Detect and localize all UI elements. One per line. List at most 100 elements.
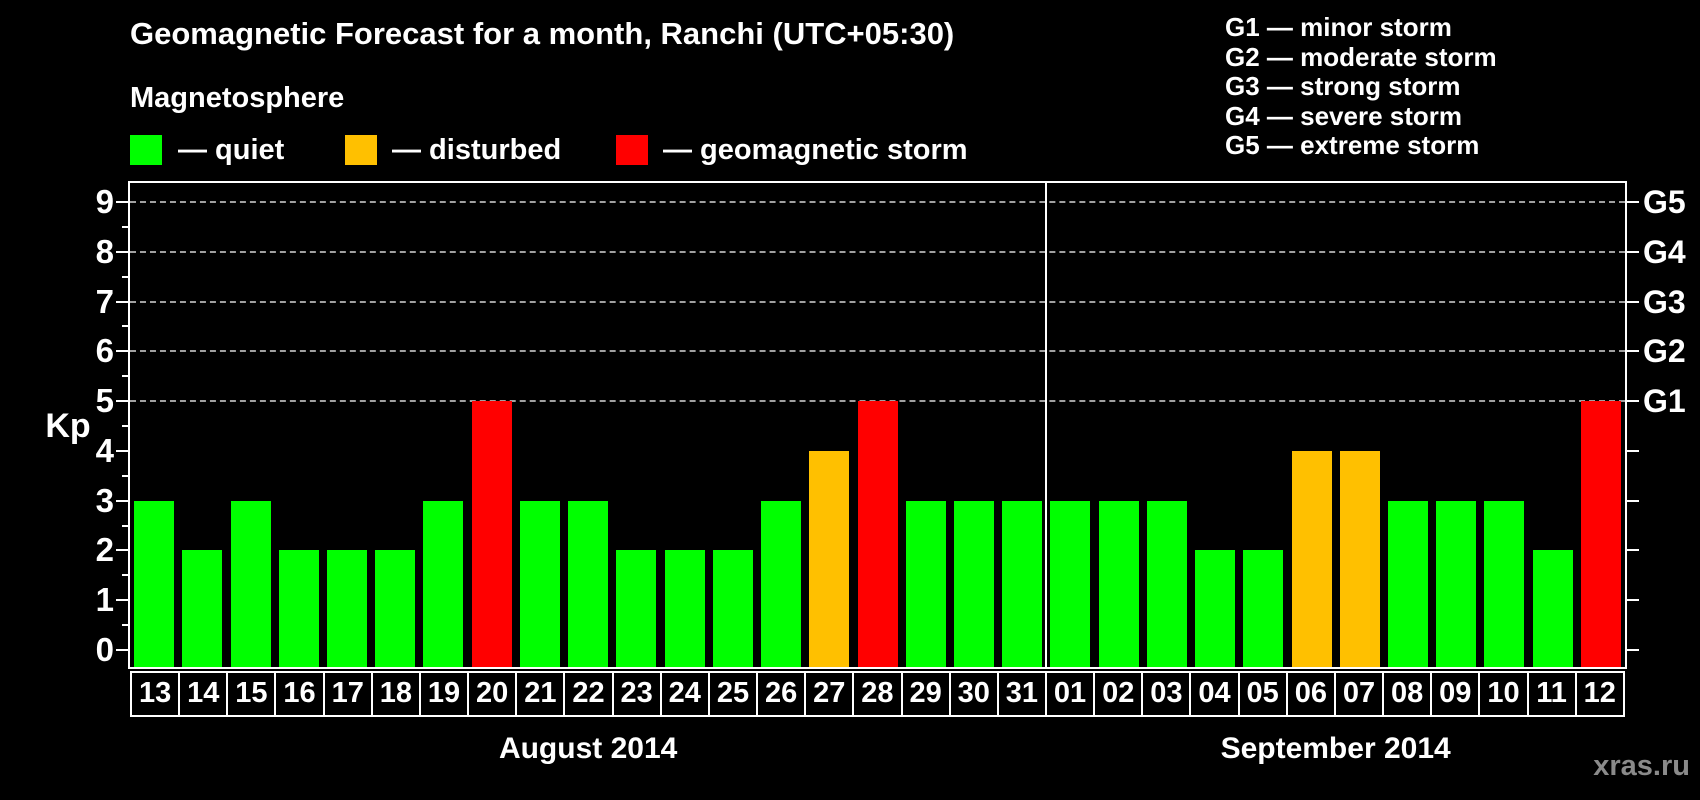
kp-bar-day-02 bbox=[1098, 500, 1139, 667]
y-axis-minor-tick bbox=[122, 474, 130, 477]
right-axis-tick bbox=[1625, 300, 1639, 303]
y-axis-minor-tick bbox=[122, 524, 130, 527]
kp-bar-day-24 bbox=[664, 550, 705, 667]
right-axis-tick bbox=[1625, 549, 1639, 552]
day-label-10: 10 bbox=[1478, 671, 1529, 717]
right-axis-tick bbox=[1625, 200, 1639, 203]
y-axis-label: Kp bbox=[45, 407, 91, 445]
magnetosphere-legend-title: Magnetosphere bbox=[130, 82, 345, 114]
day-label-15: 15 bbox=[226, 671, 277, 717]
right-axis-tick bbox=[1625, 599, 1639, 602]
kp-bar-day-11 bbox=[1532, 550, 1573, 667]
day-label-09: 09 bbox=[1430, 671, 1481, 717]
day-label-02: 02 bbox=[1093, 671, 1144, 717]
y-tick-label-6: 6 bbox=[95, 332, 114, 370]
day-label-22: 22 bbox=[563, 671, 614, 717]
y-tick-label-4: 4 bbox=[95, 431, 114, 469]
y-axis-major-tick bbox=[116, 200, 130, 203]
kp-bar-day-23 bbox=[616, 550, 657, 667]
quiet-color-swatch bbox=[130, 135, 162, 165]
day-label-24: 24 bbox=[659, 671, 710, 717]
g-level-label-G3: G3 bbox=[1643, 283, 1686, 320]
kp-bar-day-14 bbox=[182, 550, 223, 667]
kp-bar-day-05 bbox=[1243, 550, 1284, 667]
kp-bar-day-19 bbox=[423, 500, 464, 667]
y-tick-label-0: 0 bbox=[95, 631, 114, 668]
right-axis-tick bbox=[1625, 499, 1639, 502]
kp-bar-day-28 bbox=[857, 401, 898, 667]
kp-bar-day-16 bbox=[278, 550, 319, 667]
day-label-04: 04 bbox=[1189, 671, 1240, 717]
right-axis-tick bbox=[1625, 250, 1639, 253]
gridline-kp9 bbox=[130, 200, 1625, 203]
storm-legend-label: — geomagnetic storm bbox=[663, 134, 968, 166]
g-scale-line-5: G5 — extreme storm bbox=[1225, 130, 1480, 160]
y-axis-minor-tick bbox=[122, 375, 130, 378]
day-label-29: 29 bbox=[900, 671, 951, 717]
disturbed-legend-label: — disturbed bbox=[392, 134, 562, 166]
month-separator bbox=[1045, 183, 1048, 667]
disturbed-color-swatch bbox=[345, 135, 377, 165]
g-scale-line-1: G1 — minor storm bbox=[1225, 12, 1452, 42]
day-label-23: 23 bbox=[611, 671, 662, 717]
kp-bar-day-13 bbox=[134, 500, 175, 667]
g-level-label-G5: G5 bbox=[1643, 183, 1686, 220]
y-axis-major-tick bbox=[116, 599, 130, 602]
g-level-label-G4: G4 bbox=[1643, 233, 1686, 270]
y-axis-minor-tick bbox=[122, 574, 130, 577]
gridline-kp5 bbox=[130, 400, 1625, 403]
month-label: August 2014 bbox=[498, 732, 678, 765]
y-axis-major-tick bbox=[116, 449, 130, 452]
gridline-kp7 bbox=[130, 300, 1625, 303]
day-label-26: 26 bbox=[756, 671, 807, 717]
day-label-12: 12 bbox=[1574, 671, 1625, 717]
kp-bar-day-07 bbox=[1339, 450, 1380, 667]
day-label-30: 30 bbox=[948, 671, 999, 717]
day-label-18: 18 bbox=[370, 671, 421, 717]
g-scale-line-4: G4 — severe storm bbox=[1225, 100, 1463, 131]
y-axis-major-tick bbox=[116, 250, 130, 253]
kp-bar-day-31 bbox=[1002, 500, 1043, 667]
day-label-31: 31 bbox=[996, 671, 1047, 717]
y-axis-major-tick bbox=[116, 499, 130, 502]
kp-bar-day-17 bbox=[327, 550, 368, 667]
kp-bar-day-10 bbox=[1484, 500, 1525, 667]
g-scale-legend: G1 — minor storm G2 — moderate storm G3 — … bbox=[1225, 12, 1497, 161]
kp-bar-day-25 bbox=[712, 550, 753, 667]
kp-bar-day-15 bbox=[230, 500, 271, 667]
right-axis-tick bbox=[1625, 400, 1639, 403]
y-axis-minor-tick bbox=[122, 624, 130, 627]
kp-bar-day-22 bbox=[568, 500, 609, 667]
day-label-03: 03 bbox=[1141, 671, 1192, 717]
watermark: xras.ru bbox=[1593, 750, 1690, 782]
kp-bar-day-12 bbox=[1580, 401, 1621, 667]
day-label-25: 25 bbox=[707, 671, 759, 717]
kp-bar-day-03 bbox=[1146, 500, 1187, 667]
kp-bar-day-27 bbox=[809, 450, 850, 667]
plot-area: 0 1 2 3 4 5 6 7 8 9 G1 G2 G3 G4 G5 bbox=[96, 183, 1686, 668]
y-tick-label-9: 9 bbox=[95, 182, 114, 220]
y-axis-major-tick bbox=[116, 649, 130, 651]
y-axis-major-tick bbox=[116, 300, 130, 303]
y-tick-label-2: 2 bbox=[95, 531, 114, 569]
kp-bar-day-20 bbox=[471, 401, 512, 667]
day-label-21: 21 bbox=[515, 671, 566, 717]
y-axis-minor-tick bbox=[122, 225, 130, 228]
day-label-13: 13 bbox=[130, 671, 181, 717]
day-label-20: 20 bbox=[467, 671, 518, 717]
day-label-01: 01 bbox=[1044, 671, 1096, 717]
right-axis-tick bbox=[1625, 649, 1639, 651]
y-tick-label-3: 3 bbox=[95, 481, 114, 519]
kp-bar-day-26 bbox=[761, 500, 802, 667]
y-tick-label-1: 1 bbox=[95, 581, 114, 619]
y-axis-major-tick bbox=[116, 350, 130, 353]
day-label-11: 11 bbox=[1526, 671, 1577, 717]
storm-color-swatch bbox=[616, 135, 648, 165]
kp-bar-day-18 bbox=[375, 550, 416, 667]
gridline-kp6 bbox=[130, 350, 1625, 353]
g-scale-line-2: G2 — moderate storm bbox=[1225, 41, 1497, 72]
month-label: September 2014 bbox=[1220, 732, 1451, 765]
day-axis: 13 14 15 16 17 18 19 20 21 22 23 24 25 26 27 28 29 30 31 01… bbox=[130, 671, 1625, 717]
y-axis-major-tick bbox=[116, 400, 130, 403]
day-label-05: 05 bbox=[1237, 671, 1288, 717]
